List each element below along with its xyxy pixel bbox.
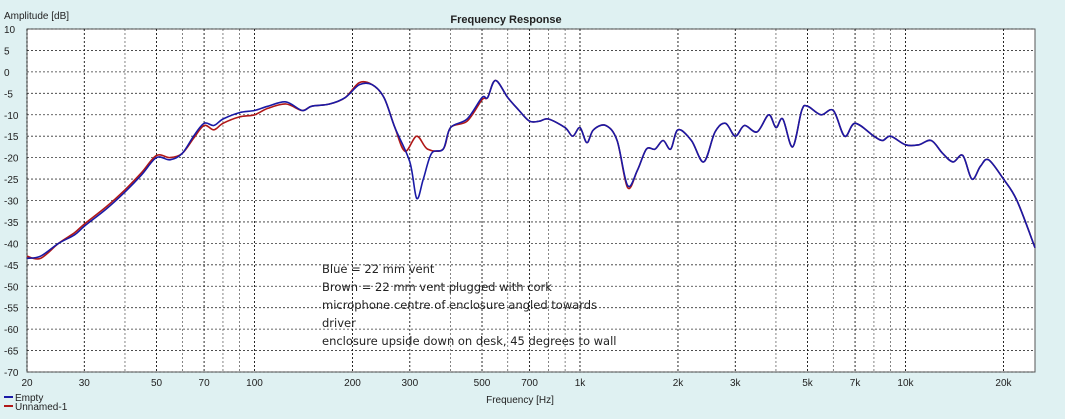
x-tick-label: 2k [673, 378, 685, 389]
x-tick-label: 30 [79, 378, 91, 389]
x-tick-label: 50 [151, 378, 163, 389]
y-tick-label: -10 [4, 111, 19, 122]
annotation-line: Blue = 22 mm vent [322, 262, 435, 276]
x-tick-label: 20k [995, 378, 1012, 389]
x-tick-label: 7k [850, 378, 862, 389]
legend: Empty Unnamed-1 [4, 393, 68, 413]
x-tick-label: 5k [802, 378, 814, 389]
chart-title: Frequency Response [450, 14, 561, 26]
x-tick-label: 70 [199, 378, 211, 389]
y-tick-label: -55 [4, 304, 19, 315]
y-tick-labels: 10 5 0 -5 -10 -15 -20 -25 -30 -35 -40 -45 -50 -55 -60 -… [4, 25, 19, 379]
x-tick-label: 1k [575, 378, 587, 389]
y-tick-label: -20 [4, 154, 19, 165]
y-tick-label: -25 [4, 175, 19, 186]
annotation-line: enclosure upside down on desk, 45 degree… [322, 334, 617, 348]
x-axis-label: Frequency [Hz] [486, 395, 554, 406]
legend-label-empty: Empty [15, 393, 43, 404]
y-tick-label: -50 [4, 282, 19, 293]
y-tick-label: 0 [4, 68, 10, 79]
legend-label-unnamed: Unnamed-1 [15, 402, 68, 413]
x-tick-label: 300 [401, 378, 418, 389]
y-tick-label: -60 [4, 325, 19, 336]
x-tick-label: 3k [730, 378, 742, 389]
x-tick-label: 20 [21, 378, 33, 389]
y-axis-label: Amplitude [dB] [4, 11, 69, 22]
x-tick-label: 10k [897, 378, 914, 389]
x-tick-labels: 20 30 50 70 100 200 300 500 700 1k 2k 3k 5k 7k 10k 20k [21, 378, 1012, 389]
y-tick-label: -35 [4, 218, 19, 229]
annotation-line: Brown = 22 mm vent plugged with cork [322, 280, 552, 294]
y-tick-label: -5 [4, 89, 13, 100]
y-tick-label: 10 [4, 25, 16, 36]
y-tick-label: -45 [4, 261, 19, 272]
annotation-line: microphone centre of enclosure angled to… [322, 298, 598, 330]
series-line-empty [26, 79, 1036, 260]
grid [26, 28, 1036, 373]
y-tick-label: -65 [4, 347, 19, 358]
series-lines [26, 79, 1036, 260]
chart-annotation: Blue = 22 mm vent Brown = 22 mm vent plu… [322, 260, 622, 350]
x-tick-label: 700 [521, 378, 538, 389]
y-tick-label: -70 [4, 368, 19, 379]
x-tick-label: 100 [246, 378, 263, 389]
y-tick-label: -40 [4, 239, 19, 250]
y-tick-label: -15 [4, 132, 19, 143]
x-tick-label: 500 [474, 378, 491, 389]
y-tick-label: 5 [4, 46, 10, 57]
x-tick-label: 200 [344, 378, 361, 389]
y-tick-label: -30 [4, 197, 19, 208]
